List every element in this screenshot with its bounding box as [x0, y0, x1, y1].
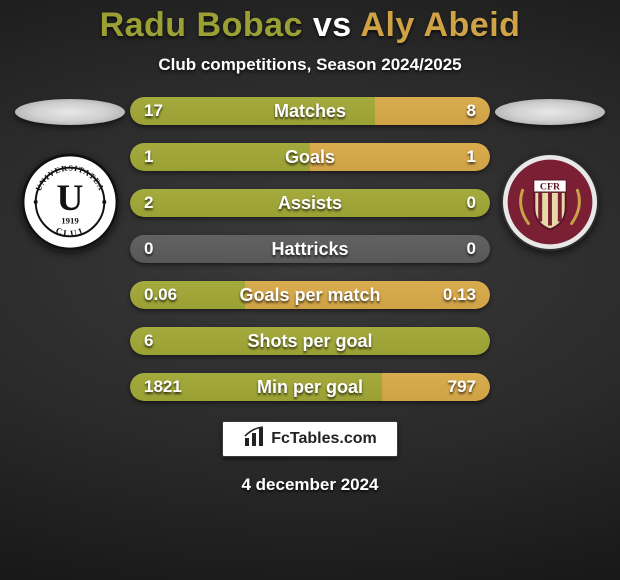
left-club-crest: UNIVERSITATEA CLUJ U 1919 [21, 153, 119, 251]
fctables-text: FcTables.com [271, 430, 377, 448]
stat-bar: 17Matches8 [130, 97, 490, 125]
page-title: Radu Bobac vs Aly Abeid [100, 6, 521, 45]
stat-bars: 17Matches8 1Goals1 2Assists0 0Hattricks0 0.0… [130, 97, 490, 401]
left-ellipse [15, 99, 125, 125]
stat-bar: 1Goals1 [130, 143, 490, 171]
fctables-badge[interactable]: FcTables.com [222, 421, 398, 457]
chart-icon [243, 426, 267, 453]
svg-text:U: U [57, 178, 84, 219]
svg-text:1919: 1919 [61, 216, 79, 226]
subtitle: Club competitions, Season 2024/2025 [158, 55, 461, 75]
svg-text:CFR: CFR [540, 181, 561, 192]
player2-name: Aly Abeid [360, 6, 520, 44]
right-ellipse [495, 99, 605, 125]
right-club-crest: CFR [501, 153, 599, 251]
player1-name: Radu Bobac [100, 6, 303, 44]
stat-bar: 6Shots per goal [130, 327, 490, 355]
stat-bar: 0.06Goals per match0.13 [130, 281, 490, 309]
left-player-column: UNIVERSITATEA CLUJ U 1919 [10, 97, 130, 251]
vs-text: vs [313, 6, 352, 44]
stat-bar: 1821Min per goal797 [130, 373, 490, 401]
stat-bar: 2Assists0 [130, 189, 490, 217]
date-text: 4 december 2024 [241, 475, 378, 495]
right-player-column: CFR [490, 97, 610, 251]
stat-bar: 0Hattricks0 [130, 235, 490, 263]
